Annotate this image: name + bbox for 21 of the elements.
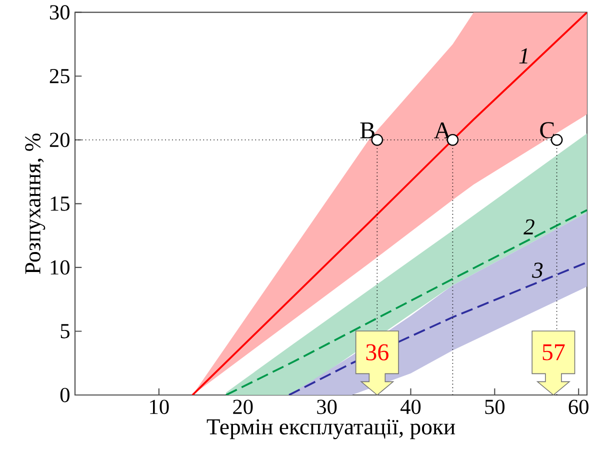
y-tick-label: 20 xyxy=(50,132,70,148)
annotation: 36 xyxy=(366,344,388,360)
x-tick-label: 20 xyxy=(233,400,253,414)
series-label: 3 xyxy=(532,262,543,278)
y-tick-label: 0 xyxy=(60,388,70,402)
series-label: 2 xyxy=(524,219,534,234)
x-tick-label: 50 xyxy=(485,400,505,414)
y-tick-label: 5 xyxy=(60,324,70,338)
y-tick-label: 15 xyxy=(50,196,70,211)
y-axis-title: Розпухання, % xyxy=(25,134,46,274)
x-axis-title: Термін експлуатації, роки xyxy=(206,419,456,440)
x-tick-label: 40 xyxy=(400,400,421,414)
y-tick-label: 25 xyxy=(50,68,70,84)
y-tick-label: 10 xyxy=(50,260,70,275)
x-tick-label: 30 xyxy=(317,400,337,414)
series-label: 1 xyxy=(519,48,528,64)
y-tick-label: 30 xyxy=(50,5,70,20)
x-tick-label: 60 xyxy=(568,400,588,414)
data-label: B xyxy=(360,122,374,138)
annotation: 57 xyxy=(542,344,565,360)
x-tick-label: 10 xyxy=(150,400,169,414)
